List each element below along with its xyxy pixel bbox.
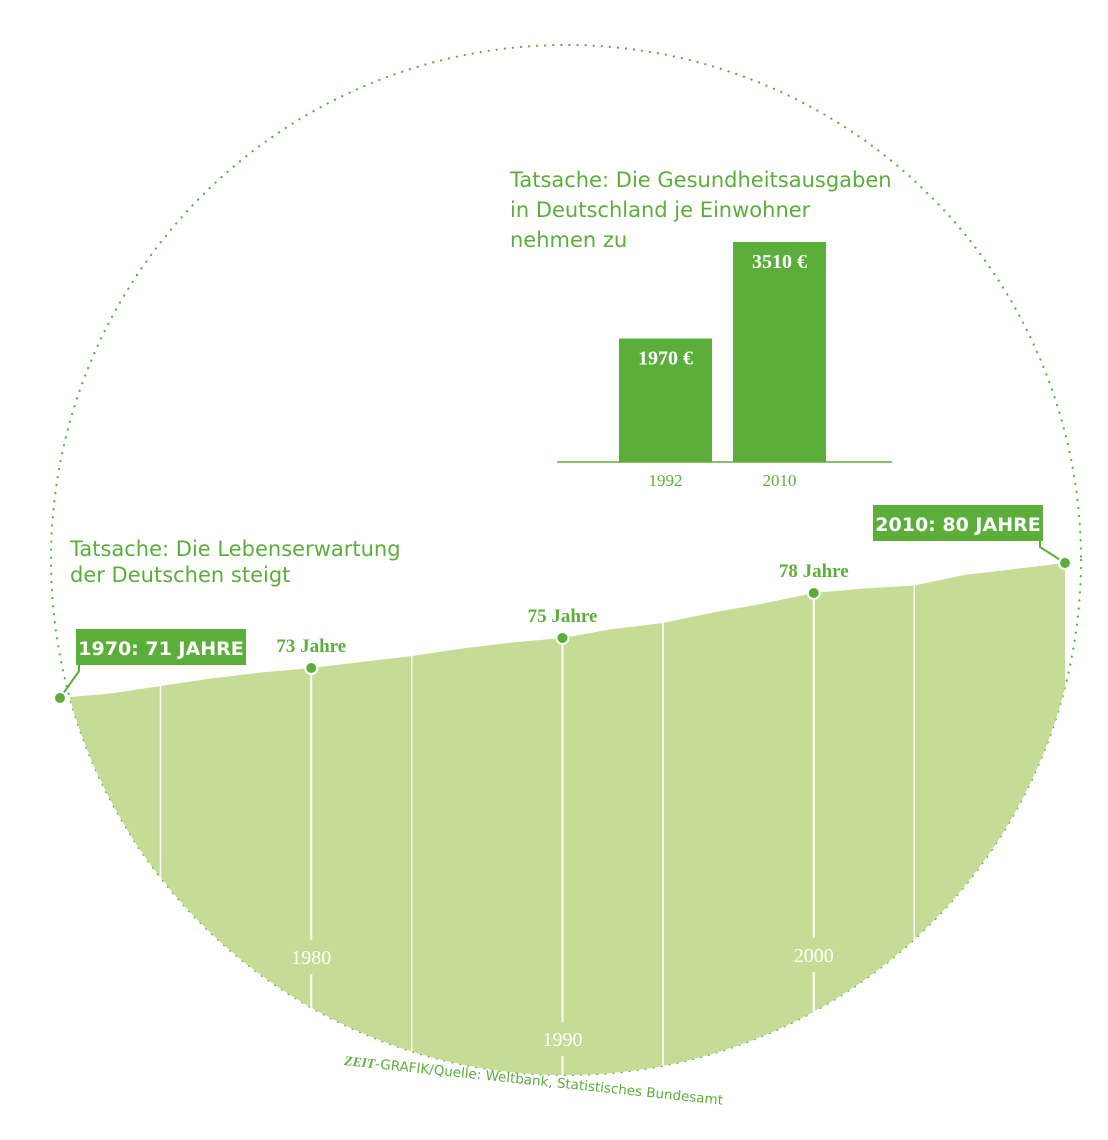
data-point-1980 [304,661,319,675]
bar-value-label-2010: 3510 € [752,251,807,273]
x-tick-label-2000: 2000 [794,945,834,967]
bar-2010 [733,242,826,462]
life-expectancy-area-chart: 1970: 71 JAHRE 73 Jahre 75 Jahre 78 Jahre 20… [53,505,1072,1140]
x-tick-label-1980: 1980 [291,947,331,969]
annotation-label-1980: 73 Jahre [276,636,346,657]
data-point-1990 [555,631,570,645]
annotation-box-label-1970: 1970: 71 JAHRE [78,638,243,660]
annotation-label-2000: 78 Jahre [779,561,849,582]
dotted-circle-border [49,43,1083,1077]
annotation-connector-1970 [59,665,80,699]
x-tick-label-1990: 1990 [543,1029,583,1051]
data-point-1970 [53,691,67,705]
bar-1992 [619,338,712,462]
life-expectancy-title-line-1: Tatsache: Die Lebenserwartung [69,537,401,561]
annotation-box-label-2010: 2010: 80 JAHRE [875,514,1040,536]
data-point-2010 [1058,556,1072,570]
annotation-box-2010 [873,505,1043,541]
data-point-2000 [806,586,821,600]
source-brand: ZEIT [343,1053,377,1071]
health-spending-title: Tatsache: Die Gesundheitsausgaben in Deu… [509,168,898,252]
annotation-label-1990: 75 Jahre [528,606,598,627]
annotation-box-1970 [76,629,246,665]
health-spending-bar-chart: Tatsache: Die Gesundheitsausgaben in Deu… [509,168,898,490]
annotation-connector-2010 [1039,541,1066,564]
bar-category-label-2010: 2010 [763,471,797,490]
bars: 1970 € 1992 3510 € 2010 [619,242,826,490]
life-expectancy-title-line-2: der Deutschen steigt [70,563,290,587]
x-tick-labels: 1980 1990 2000 [291,945,834,1051]
bar-category-label-1992: 1992 [649,471,683,490]
area-annotations: 1970: 71 JAHRE 73 Jahre 75 Jahre 78 Jahre 20… [53,505,1072,1140]
life-expectancy-title: Tatsache: Die Lebenserwartung der Deutsc… [69,537,407,587]
health-spending-title-line-2: in Deutschland je Einwohner [510,198,811,222]
health-spending-title-line-3: nehmen zu [510,228,627,252]
health-spending-title-line-1: Tatsache: Die Gesundheitsausgaben [509,168,892,192]
bar-value-label-1992: 1970 € [638,348,693,370]
